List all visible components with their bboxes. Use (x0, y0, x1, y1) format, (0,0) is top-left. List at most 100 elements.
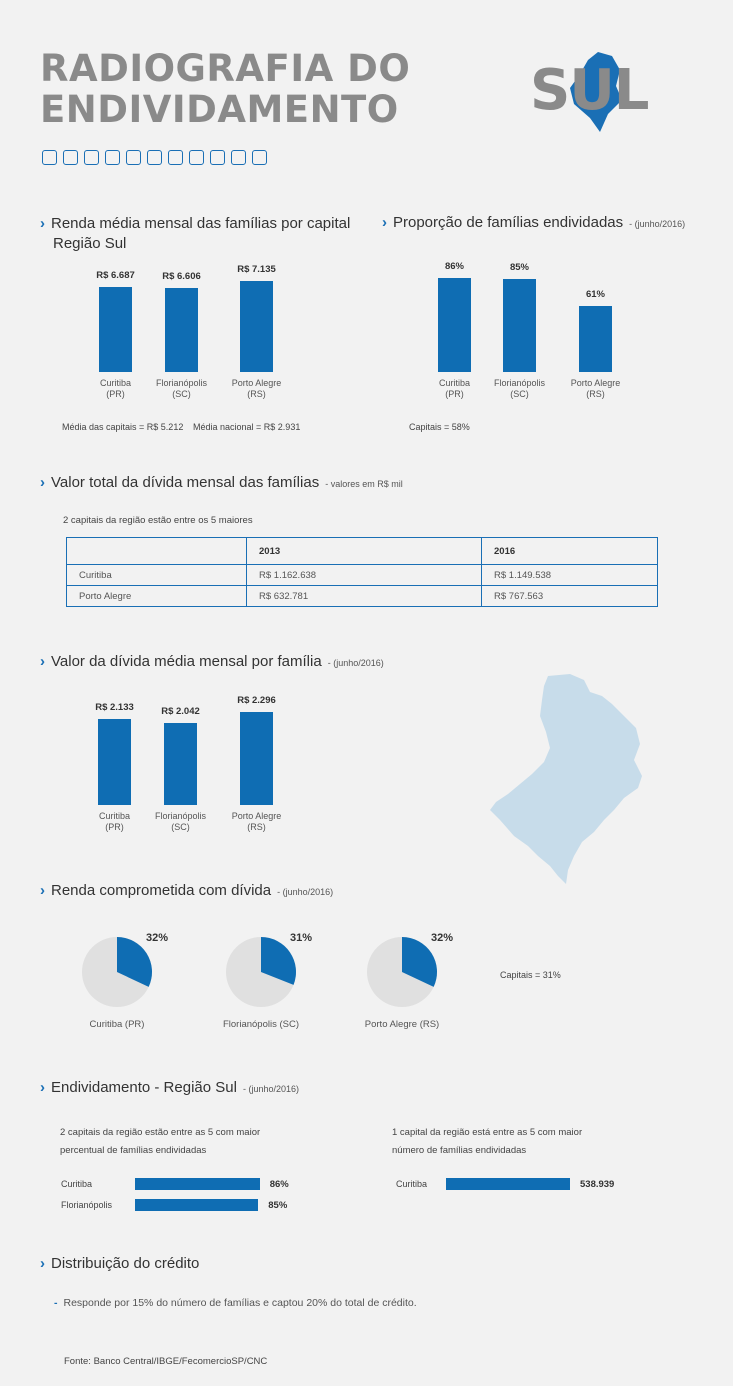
pie-chart (82, 937, 152, 1007)
category-name: Florianópolis (154, 811, 207, 821)
bar-value-label: 85% (509, 262, 529, 274)
hbar-category-label: Curitiba (396, 1179, 428, 1189)
bar-value-label: 61% (585, 288, 605, 300)
bar-category-label: Florianópolis (SC) (473, 378, 566, 400)
table-cell: R$ 767.563 (481, 585, 658, 607)
pie-chart (367, 937, 437, 1007)
region-sul-icon (570, 52, 622, 132)
chart-icon (42, 150, 57, 165)
map-regiao-sul (490, 674, 642, 884)
bar-value-label: R$ 2.042 (161, 705, 200, 717)
calculator-icon (105, 150, 120, 165)
bar (98, 718, 131, 805)
pie-value-label: 32% (430, 932, 454, 944)
bar-category-label: Curitiba (PR) (68, 811, 161, 833)
bar-category-label: Curitiba (PR) (69, 378, 162, 400)
category-name: Curitiba (99, 378, 131, 388)
bar (165, 287, 198, 372)
table-cell: Curitiba (66, 564, 247, 586)
pie-value-label: 31% (289, 932, 313, 944)
money-icon (63, 150, 78, 165)
bar-category-label: Curitiba (PR) (408, 378, 501, 400)
hbar (135, 1199, 259, 1211)
category-state: (PR) (445, 389, 464, 399)
note-5-maior-percentual: 2 capitais da região estão entre as 5 co… (60, 1127, 261, 1156)
table-header-cell: 2016 (481, 537, 658, 565)
section-divida-media-title: › Valor da dívida média mensal por famíli… (40, 653, 384, 670)
note-5-maior-numero: 1 capital da região está entre as 5 com … (392, 1127, 583, 1156)
bar-value-label: R$ 6.606 (162, 270, 201, 282)
table-cell: Porto Alegre (66, 585, 247, 607)
hbar-value-label: 85% (268, 1200, 288, 1211)
category-name: Porto Alegre (570, 378, 621, 388)
table-row: Porto Alegre R$ 632.781 R$ 767.563 (66, 585, 658, 607)
hbar-value-label: 538.939 (580, 1179, 615, 1190)
coins-icon (147, 150, 162, 165)
hbar-category-label: Curitiba (61, 1179, 93, 1189)
bar-value-label: R$ 6.687 (96, 269, 135, 281)
bar (438, 278, 471, 372)
safe-icon (189, 150, 204, 165)
category-name: Porto Alegre (231, 378, 282, 388)
pie-slice (261, 937, 296, 985)
note-capitais-58: Capitais = 58% (409, 422, 470, 432)
icon-row (42, 150, 267, 165)
section-proporcao-title: › Proporção de famílias endividadas - (jun… (382, 214, 686, 231)
bar-category-label: Florianópolis (SC) (134, 811, 227, 833)
note-media-nacional: Média nacional = R$ 2.931 (193, 422, 301, 432)
pie-slice (402, 937, 437, 987)
scale-icon (84, 150, 99, 165)
bar-value-label: 86% (444, 261, 464, 273)
table-cell: R$ 632.781 (246, 585, 482, 607)
category-name: Florianópolis (493, 378, 546, 388)
hbar-category-label: Florianópolis (61, 1200, 113, 1210)
table-cell: R$ 1.149.538 (481, 564, 658, 586)
piggy-bank-icon (168, 150, 183, 165)
pie-category-label: Florianópolis (SC) (222, 1019, 300, 1030)
pie-slice (117, 937, 152, 987)
note-media-capitais: Média das capitais = R$ 5.212 (62, 422, 184, 432)
title-line-1: RADIOGRAFIA DO (40, 47, 411, 90)
section-distribuicao-title: › Distribuição do crédito (40, 1255, 200, 1272)
table-row: Curitiba R$ 1.162.638 R$ 1.149.538 (66, 564, 658, 586)
distribuicao-bullet: - Responde por 15% do número de famílias … (54, 1297, 417, 1309)
table-header-row: 2013 2016 (66, 537, 658, 565)
map-shape (490, 674, 642, 884)
bar-category-label: Florianópolis (SC) (135, 378, 228, 400)
page-title: RADIOGRAFIA DO ENDIVIDAMENTO (40, 48, 410, 130)
category-state: (SC) (510, 389, 529, 399)
pie-category-label: Curitiba (PR) (89, 1019, 145, 1030)
pie-icon (231, 150, 246, 165)
document-icon (126, 150, 141, 165)
bar (579, 305, 612, 372)
section-renda-media-title: › Renda média mensal das famílias por cap… (40, 215, 351, 252)
source-note: Fonte: Banco Central/IBGE/FecomercioSP/C… (64, 1356, 268, 1367)
category-name: Florianópolis (155, 378, 208, 388)
bar (503, 279, 536, 372)
note-capitais-31: Capitais = 31% (500, 970, 561, 980)
bar-category-label: Porto Alegre (RS) (210, 378, 303, 400)
table-cell: R$ 1.162.638 (246, 564, 482, 586)
hbar (135, 1178, 260, 1190)
category-state: (PR) (105, 822, 124, 832)
category-name: Curitiba (98, 811, 130, 821)
category-state: (SC) (171, 822, 190, 832)
category-state: (RS) (586, 389, 605, 399)
pie-value-label: 32% (145, 932, 169, 944)
table-header-cell (66, 537, 247, 565)
bar-value-label: R$ 7.135 (237, 264, 276, 276)
handshake-icon (252, 150, 267, 165)
table-divida-total: 2013 2016 Curitiba R$ 1.162.638 R$ 1.149.538… (66, 537, 658, 607)
category-state: (RS) (247, 389, 266, 399)
bar-category-label: Porto Alegre (RS) (549, 378, 642, 400)
category-name: Curitiba (438, 378, 470, 388)
category-state: (SC) (172, 389, 191, 399)
pie-chart (226, 937, 296, 1007)
category-state: (RS) (247, 822, 266, 832)
section-renda-comprometida-title: › Renda comprometida com dívida - (junho/2… (40, 882, 334, 899)
pie-category-label: Porto Alegre (RS) (364, 1019, 440, 1030)
bar (99, 286, 132, 372)
category-state: (PR) (106, 389, 125, 399)
hbar (446, 1178, 570, 1190)
bar (240, 281, 273, 372)
